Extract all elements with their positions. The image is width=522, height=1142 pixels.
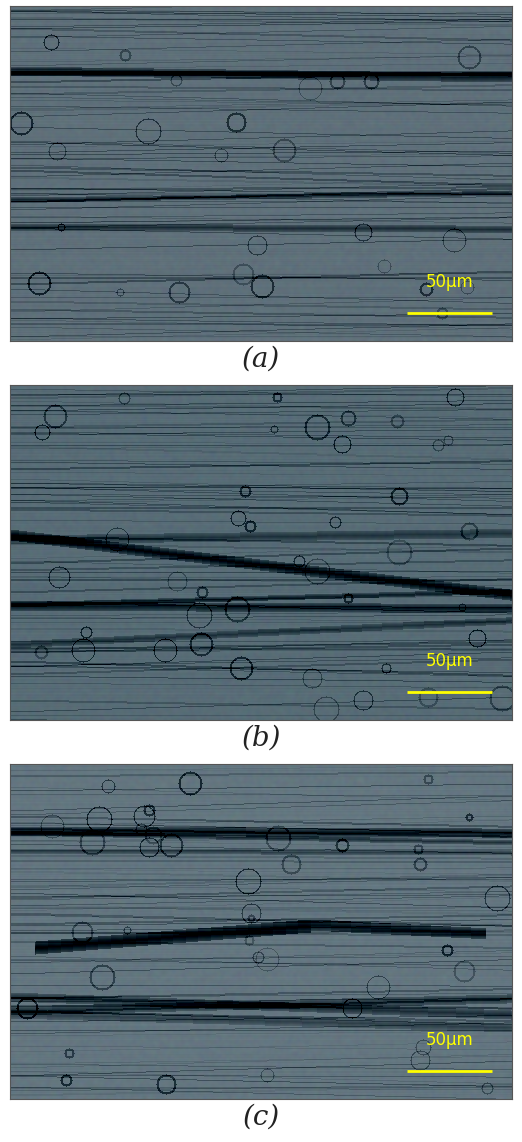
Text: (a): (a) [242, 346, 280, 372]
Text: (b): (b) [241, 724, 281, 751]
Text: 50μm: 50μm [425, 273, 473, 291]
Text: 50μm: 50μm [425, 652, 473, 669]
Text: 50μm: 50μm [425, 1031, 473, 1048]
Text: (c): (c) [242, 1103, 280, 1131]
